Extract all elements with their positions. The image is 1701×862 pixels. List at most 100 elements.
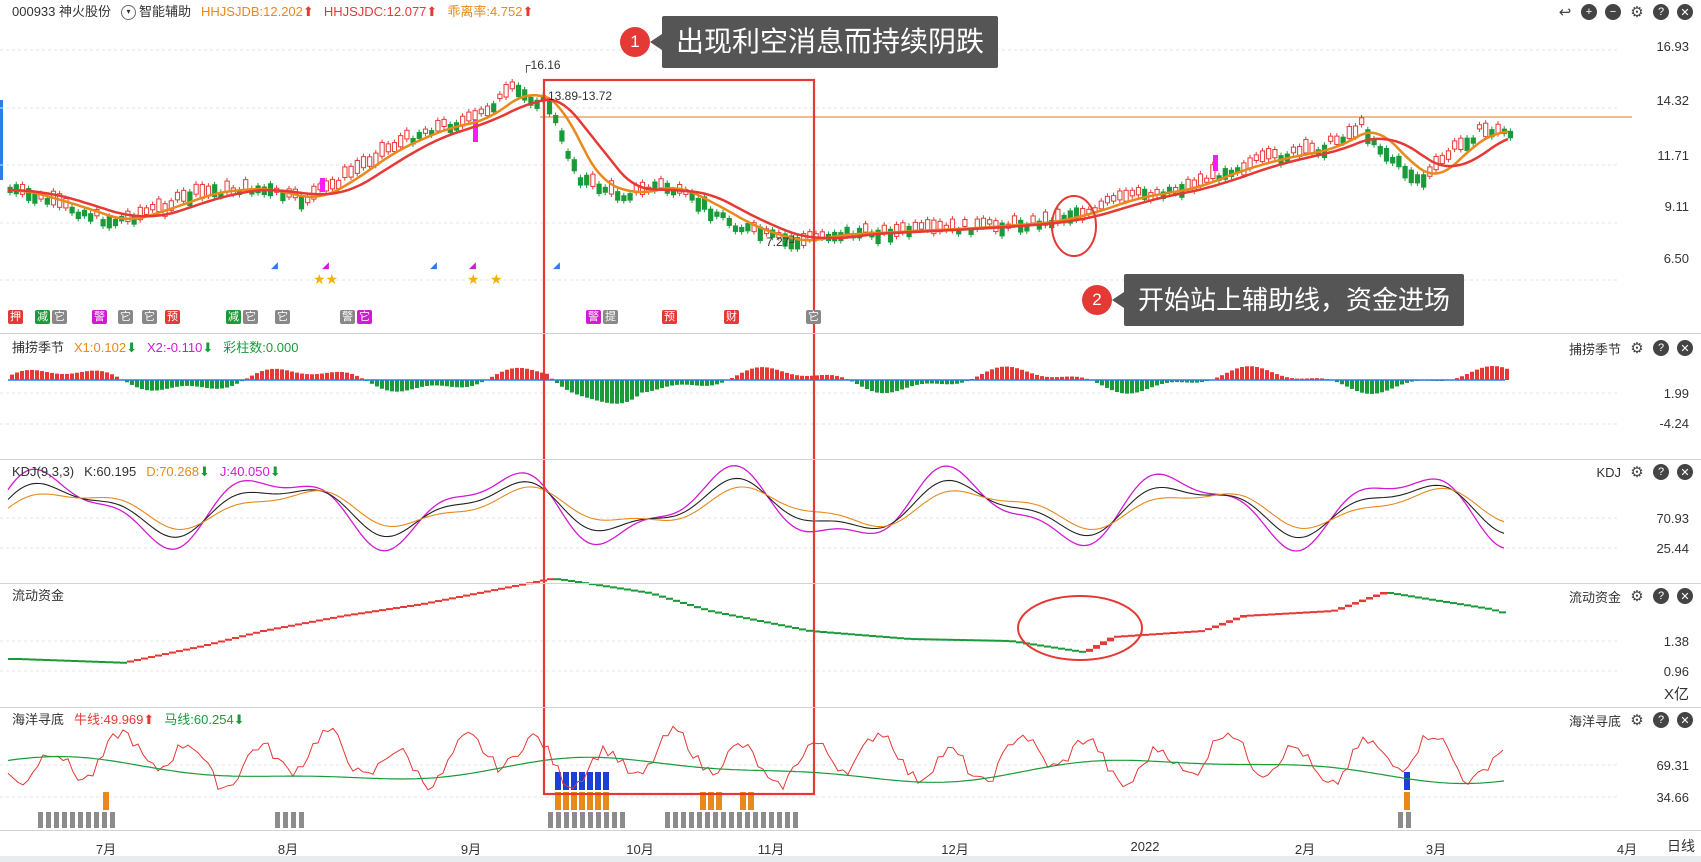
blue-bar [563, 772, 569, 790]
assist-dropdown[interactable]: ▾ 智能辅助 [121, 0, 191, 24]
histogram-bar [1050, 377, 1054, 380]
histogram-bar [1480, 367, 1484, 380]
help-icon[interactable]: ? [1653, 464, 1669, 480]
candle-body [1111, 195, 1117, 202]
blue-bar [555, 772, 561, 790]
histogram-bar [130, 380, 134, 385]
flow-step [309, 620, 316, 623]
signal-badge[interactable]: 减 [35, 310, 50, 324]
candle-body [329, 178, 336, 190]
histogram-bar [355, 375, 359, 380]
help-icon[interactable]: ? [1653, 588, 1669, 604]
flow-step [897, 637, 904, 640]
signal-badge[interactable]: 警 [340, 310, 355, 324]
flow-step [694, 606, 701, 609]
signal-badge[interactable]: 减 [226, 310, 241, 324]
signal-badge[interactable]: 提 [603, 310, 618, 324]
d-value: D:70.268⬇ [146, 464, 210, 479]
flow-step [512, 585, 519, 588]
svg-text:◢: ◢ [322, 260, 329, 270]
orange-bar [571, 792, 577, 810]
signal-badge[interactable]: 它 [118, 310, 133, 324]
candle-body [416, 131, 422, 139]
gear-icon[interactable]: ⚙ [1630, 340, 1644, 357]
flow-step [1485, 607, 1492, 610]
histogram-bar [395, 380, 399, 392]
flow-step [78, 660, 85, 663]
close-icon[interactable]: ✕ [1677, 712, 1693, 728]
signal-badge[interactable]: 预 [165, 310, 180, 324]
close-icon[interactable]: ✕ [1677, 588, 1693, 604]
signal-badge[interactable]: 它 [275, 310, 290, 324]
signal-badge[interactable]: 它 [52, 310, 67, 324]
gear-icon[interactable]: ⚙ [1630, 588, 1644, 605]
signal-badge[interactable]: 警 [92, 310, 107, 324]
signal-badge[interactable]: 它 [142, 310, 157, 324]
histogram-bar [685, 380, 689, 385]
gear-icon[interactable]: ⚙ [1630, 4, 1644, 21]
kdj-axis-label: 70.93 [1656, 511, 1689, 526]
add-icon[interactable]: + [1581, 4, 1597, 20]
help-icon[interactable]: ? [1653, 340, 1669, 356]
signal-badge[interactable]: 它 [357, 310, 372, 324]
signal-badge[interactable]: 它 [806, 310, 821, 324]
close-icon[interactable]: ✕ [1677, 340, 1693, 356]
histogram-bar [960, 380, 964, 383]
histogram-bar [415, 380, 419, 389]
candle-body [1011, 215, 1018, 226]
flow-step [1030, 643, 1037, 646]
period-daily-button[interactable]: 日线 [1667, 838, 1695, 854]
candle-body [143, 207, 150, 216]
help-icon[interactable]: ? [1653, 712, 1669, 728]
flow-step [1191, 630, 1198, 633]
season-histogram [8, 366, 1509, 404]
histogram-bar [760, 367, 764, 380]
histogram-bar [1255, 367, 1259, 380]
histogram-bar [955, 380, 959, 384]
histogram-bar [35, 370, 39, 380]
histogram-bar [265, 369, 269, 380]
flow-step [1219, 622, 1226, 626]
flow-step [393, 607, 400, 610]
flow-step [498, 587, 505, 590]
histogram-bar [1395, 380, 1399, 387]
signal-badge[interactable]: 警 [586, 310, 601, 324]
gray-bar [564, 812, 569, 828]
candle-body [695, 197, 701, 212]
histogram-bar [410, 380, 414, 390]
histogram-bar [300, 373, 304, 380]
candle-body [621, 195, 627, 202]
histogram-bar [790, 374, 794, 380]
histogram-bar [980, 373, 984, 380]
minus-icon[interactable]: − [1605, 4, 1621, 20]
signal-badge[interactable]: 预 [662, 310, 677, 324]
histogram-bar [1405, 380, 1409, 383]
close-icon[interactable]: ✕ [1677, 4, 1693, 20]
flow-step [673, 599, 680, 602]
signal-badge[interactable]: 它 [243, 310, 258, 324]
histogram-bar [235, 380, 239, 384]
gear-icon[interactable]: ⚙ [1630, 712, 1644, 729]
candle-body [1439, 154, 1445, 165]
histogram-bar [745, 370, 749, 380]
callout-number-2: 2 [1082, 285, 1112, 315]
signal-badge[interactable]: 押 [8, 310, 23, 324]
flow-step [806, 629, 813, 632]
help-icon[interactable]: ? [1653, 4, 1669, 20]
histogram-bar [400, 380, 404, 392]
histogram-bar [230, 380, 234, 386]
callout-decline: 出现利空消息而持续阴跌 [649, 16, 999, 68]
return-icon[interactable]: ↩ [1558, 4, 1572, 21]
histogram-bar [290, 371, 294, 380]
histogram-bar [555, 380, 559, 384]
gear-icon[interactable]: ⚙ [1630, 464, 1644, 481]
flow-step [1177, 631, 1184, 634]
histogram-bar [350, 373, 354, 380]
scrollbar-track[interactable] [0, 856, 1701, 862]
candle-body [1222, 168, 1228, 180]
color-bar-count: 彩柱数:0.000 [223, 340, 299, 355]
arrow-up-icon: ⬆ [302, 4, 314, 19]
orange-bar [708, 792, 714, 810]
signal-badge[interactable]: 财 [724, 310, 739, 324]
close-icon[interactable]: ✕ [1677, 464, 1693, 480]
